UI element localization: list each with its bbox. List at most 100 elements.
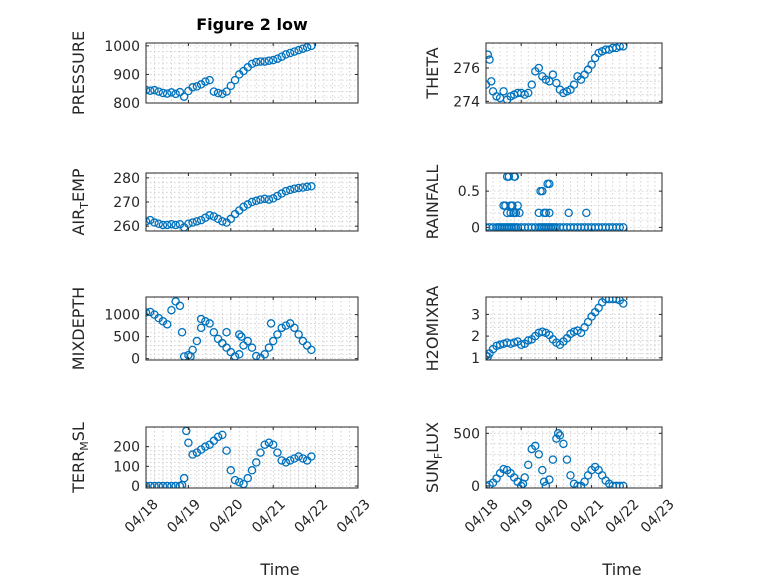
y-axis-label-tail: SL [69, 422, 88, 441]
data-point [264, 56, 274, 65]
data-point [209, 212, 219, 221]
data-point [539, 477, 549, 486]
y-tick-label: 200 [113, 440, 140, 456]
data-point [196, 80, 206, 89]
data-point [209, 87, 219, 96]
data-point [256, 57, 265, 66]
y-tick-label: 3 [471, 307, 480, 323]
data-point [230, 352, 240, 360]
data-point [268, 440, 278, 449]
data-point [564, 208, 573, 218]
data-point [268, 194, 278, 203]
data-point [247, 59, 257, 69]
data-point [538, 186, 547, 196]
data-point [218, 217, 227, 226]
data-point [201, 442, 210, 451]
data-point [247, 343, 257, 352]
data-point [162, 481, 172, 488]
data-point [516, 340, 526, 350]
y-tick-label: 280 [113, 171, 140, 187]
y-axis-label: SUNFLUX [423, 422, 445, 493]
data-point [154, 481, 163, 488]
data-point [167, 88, 176, 97]
data-point [230, 475, 240, 485]
plot-area [486, 173, 662, 231]
axes-background [485, 172, 663, 232]
data-point [201, 77, 210, 86]
data-point [196, 215, 206, 225]
plot-area [146, 297, 358, 360]
axes-background [145, 296, 359, 361]
data-point [264, 343, 274, 352]
data-point [235, 477, 244, 487]
data-point [566, 471, 575, 480]
x-tick-label: 04/19 [164, 496, 204, 536]
data-point [307, 452, 316, 461]
data-point [260, 57, 269, 66]
data-point [150, 218, 159, 227]
data-point [218, 89, 227, 99]
plot-area [486, 297, 662, 360]
data-point [171, 220, 180, 230]
data-point [298, 454, 308, 463]
data-point [307, 182, 316, 191]
y-axis-label-main: THETA [423, 47, 442, 99]
data-point [534, 450, 544, 459]
data-point [239, 202, 248, 212]
data-point [205, 319, 214, 328]
data-point [290, 47, 299, 56]
data-point [531, 441, 540, 451]
data-point [188, 218, 197, 227]
data-point [264, 195, 274, 204]
y-axis-label-main: MIXDEPTH [69, 287, 88, 370]
data-point [184, 438, 193, 447]
y-tick-label: 800 [113, 96, 140, 112]
data-point [268, 55, 278, 65]
data-point [146, 308, 151, 317]
data-point [222, 87, 231, 96]
data-point [184, 219, 193, 228]
x-tick-label: 04/18 [462, 496, 502, 536]
data-point [243, 473, 253, 483]
y-tick-label: 1 [471, 351, 480, 367]
data-point [277, 189, 286, 198]
data-point [243, 336, 253, 346]
data-point [541, 481, 551, 488]
data-point [192, 336, 202, 346]
x-tick-label: 04/22 [292, 496, 332, 536]
data-point [251, 458, 261, 467]
y-axis-label-main: SUN [423, 459, 442, 493]
data-point [146, 307, 155, 317]
y-axis-label-main: AIR [69, 209, 88, 236]
data-point [171, 297, 180, 306]
data-point [486, 55, 494, 64]
y-axis-label: MIXDEPTH [69, 287, 88, 370]
data-point [587, 60, 596, 69]
data-point [273, 54, 282, 63]
data-point [209, 327, 219, 337]
y-axis-label-main: TERR [69, 451, 88, 494]
data-point [218, 339, 227, 348]
data-point [196, 314, 206, 324]
y-axis-label-tail: EMP [69, 168, 88, 202]
y-tick-label: 1000 [104, 39, 140, 55]
data-point [226, 81, 236, 91]
data-point [486, 481, 491, 488]
y-tick-label: 0 [471, 479, 480, 495]
data-point [538, 327, 547, 337]
y-tick-label: 1000 [104, 308, 140, 324]
data-point [235, 350, 244, 359]
y-tick-label: 276 [453, 61, 480, 77]
data-point [192, 217, 202, 226]
data-point [307, 345, 316, 355]
data-point [239, 341, 248, 350]
data-point [285, 185, 295, 195]
subplot-6: 1 2 3 H2OMIXRA [423, 286, 663, 371]
figure-title: Figure 2 low [196, 15, 308, 34]
data-point [268, 336, 278, 346]
x-tick-label: 04/19 [497, 496, 537, 536]
data-point [515, 208, 524, 218]
data-point [251, 57, 261, 67]
data-point [499, 464, 508, 474]
data-point [226, 347, 236, 357]
